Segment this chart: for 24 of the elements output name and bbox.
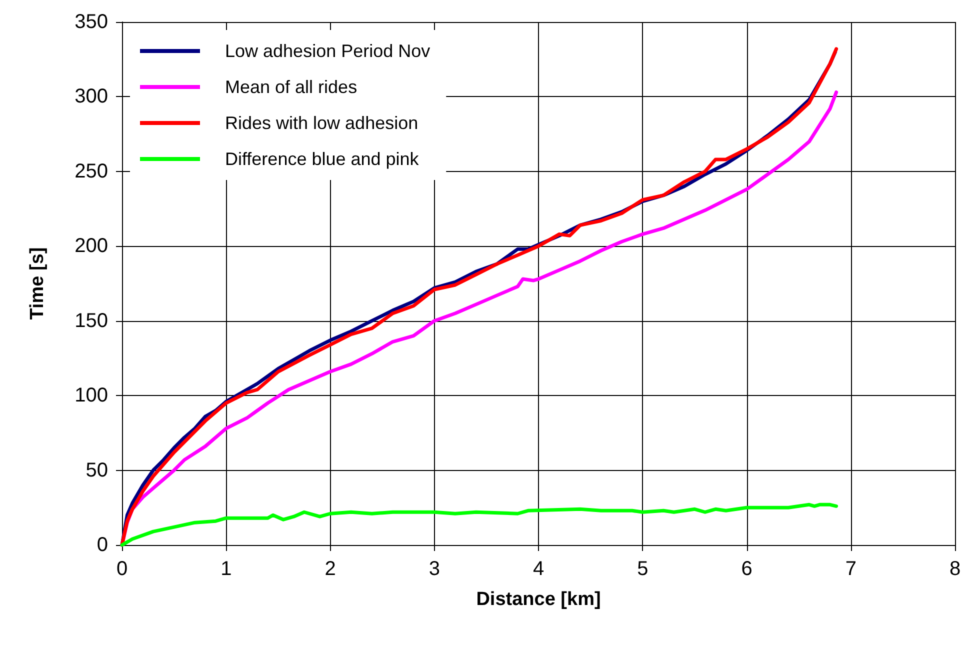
y-tick-label: 150 xyxy=(74,310,108,332)
y-tick-label: 50 xyxy=(86,459,108,482)
y-tick-label: 100 xyxy=(74,384,108,407)
y-tick-label: 200 xyxy=(74,235,108,258)
legend-label: Rides with low adhesion xyxy=(225,113,418,133)
y-tick-label: 300 xyxy=(74,86,108,108)
x-axis-title: Distance [km] xyxy=(476,589,601,610)
x-tick-label: 3 xyxy=(428,558,440,580)
y-tick-label: 0 xyxy=(96,534,108,556)
x-tick-label: 8 xyxy=(949,558,961,580)
x-tick-label: 4 xyxy=(532,558,544,580)
x-tick-label: 7 xyxy=(845,558,856,580)
legend-label: Mean of all rides xyxy=(225,77,358,97)
x-tick-label: 6 xyxy=(741,558,752,580)
x-tick-label: 0 xyxy=(116,558,128,580)
line-series xyxy=(120,502,838,547)
y-axis-title: Time [s] xyxy=(27,247,48,320)
x-tick-label: 5 xyxy=(637,558,648,580)
x-tick-label: 2 xyxy=(324,558,336,580)
y-tick-label: 250 xyxy=(74,160,108,182)
y-tick-label: 350 xyxy=(74,11,108,33)
legend-label: Difference blue and pink xyxy=(225,149,420,169)
x-tick-label: 1 xyxy=(220,558,232,580)
legend-label: Low adhesion Period Nov xyxy=(225,41,430,61)
